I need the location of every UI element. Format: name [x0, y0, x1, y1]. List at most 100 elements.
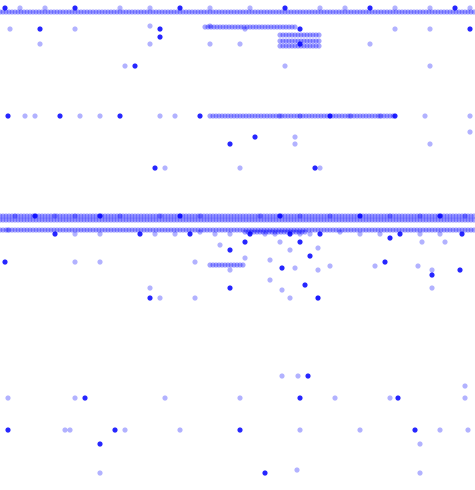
data-point: [453, 227, 459, 233]
data-point: [22, 113, 28, 119]
data-point: [63, 227, 69, 233]
data-point: [123, 217, 129, 223]
data-point: [281, 229, 287, 235]
data-point: [207, 5, 213, 11]
data-point: [150, 217, 156, 223]
data-point: [201, 217, 207, 223]
data-point: [264, 9, 270, 15]
data-point: [6, 213, 12, 219]
data-point: [246, 213, 252, 219]
data-point: [205, 24, 211, 30]
data-point: [192, 213, 198, 219]
data-point: [207, 213, 213, 219]
data-point: [420, 217, 426, 223]
data-point: [276, 227, 282, 233]
data-point: [126, 9, 132, 15]
data-point: [122, 63, 128, 69]
data-point: [372, 263, 378, 269]
data-point: [375, 227, 381, 233]
data-point: [411, 217, 417, 223]
data-point: [251, 229, 257, 235]
data-point: [330, 213, 336, 219]
data-point: [417, 231, 423, 237]
data-point: [108, 217, 114, 223]
data-point: [231, 217, 237, 223]
data-point: [301, 32, 307, 38]
data-point: [414, 227, 420, 233]
data-point: [195, 9, 201, 15]
data-point: [264, 217, 270, 223]
data-point: [157, 113, 163, 119]
data-point: [286, 24, 292, 30]
data-point: [208, 24, 214, 30]
data-point: [237, 217, 243, 223]
data-point: [120, 217, 126, 223]
data-point: [381, 113, 387, 119]
data-point: [63, 217, 69, 223]
data-point: [75, 9, 81, 15]
data-point: [452, 5, 458, 11]
data-point: [450, 9, 456, 15]
data-point: [435, 9, 441, 15]
data-point: [255, 227, 261, 233]
data-point: [234, 9, 240, 15]
data-point: [0, 217, 6, 223]
data-point: [348, 213, 354, 219]
data-point: [336, 213, 342, 219]
data-point: [312, 165, 318, 171]
data-point: [129, 213, 135, 219]
data-point: [313, 32, 319, 38]
data-point: [72, 395, 78, 401]
data-point: [66, 227, 72, 233]
data-point: [0, 213, 3, 219]
data-point: [108, 9, 114, 15]
data-point: [72, 213, 78, 219]
data-point: [261, 227, 267, 233]
data-point: [32, 113, 38, 119]
data-point: [432, 217, 438, 223]
data-point: [198, 227, 204, 233]
data-point: [387, 213, 393, 219]
data-point: [287, 247, 293, 253]
data-point: [348, 217, 354, 223]
data-point: [312, 213, 318, 219]
data-point: [447, 213, 453, 219]
data-point: [225, 262, 231, 268]
data-point: [0, 9, 3, 15]
data-point: [2, 5, 8, 11]
data-point: [97, 113, 103, 119]
data-point: [112, 427, 118, 433]
data-point: [24, 213, 30, 219]
data-point: [32, 213, 38, 219]
data-point: [462, 213, 468, 219]
data-point: [287, 231, 293, 237]
data-point: [279, 9, 285, 15]
data-point: [227, 247, 233, 253]
data-point: [153, 227, 159, 233]
data-point: [126, 227, 132, 233]
data-point: [282, 113, 288, 119]
data-point: [171, 213, 177, 219]
data-point: [438, 9, 444, 15]
data-point: [285, 9, 291, 15]
data-point: [141, 213, 147, 219]
data-point: [390, 9, 396, 15]
data-point: [97, 231, 103, 237]
data-point: [234, 113, 240, 119]
data-point: [97, 259, 103, 265]
data-point: [277, 239, 283, 245]
data-point: [279, 227, 285, 233]
data-point: [192, 227, 198, 233]
data-point: [372, 113, 378, 119]
data-point: [153, 9, 159, 15]
data-point: [120, 227, 126, 233]
data-point: [348, 227, 354, 233]
data-point: [417, 213, 423, 219]
data-point: [378, 113, 384, 119]
data-point: [225, 9, 231, 15]
data-point: [157, 213, 163, 219]
data-point: [273, 227, 279, 233]
data-point: [197, 113, 203, 119]
data-point: [39, 9, 45, 15]
